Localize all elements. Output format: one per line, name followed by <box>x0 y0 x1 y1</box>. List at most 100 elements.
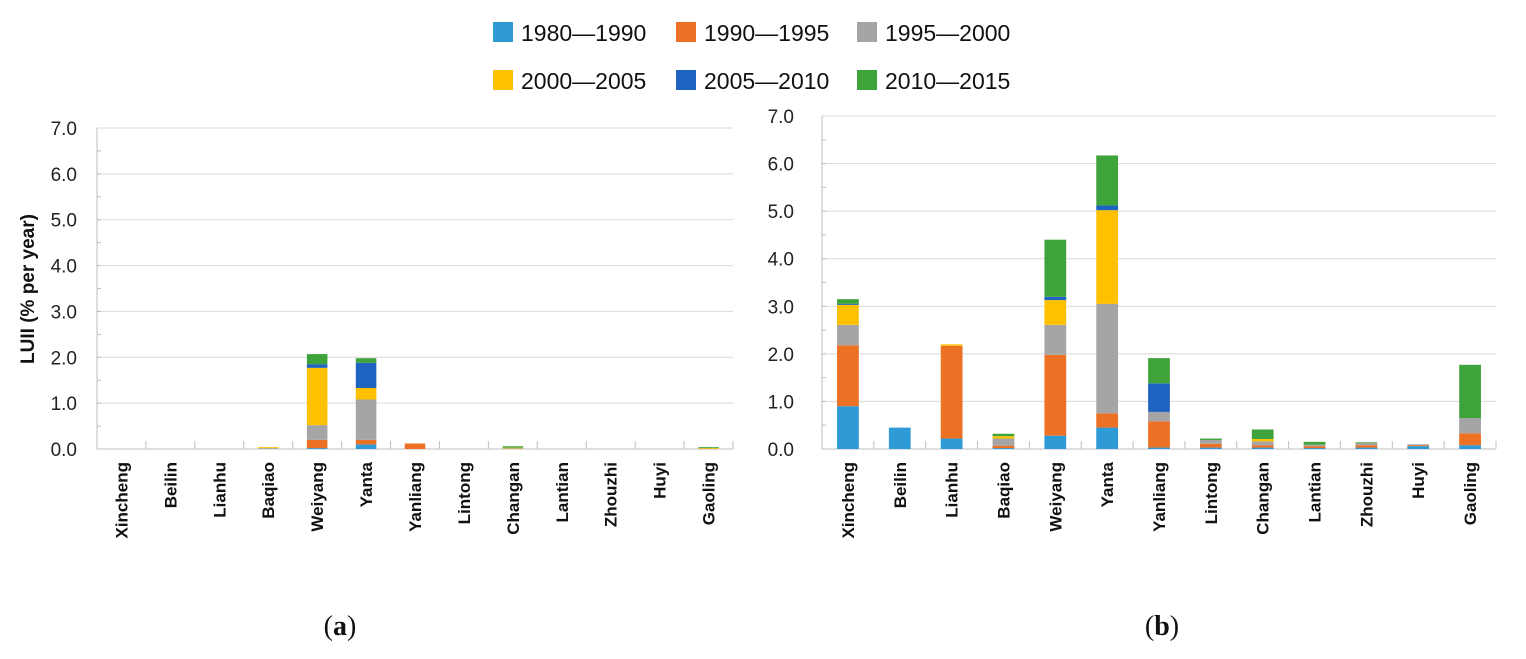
bar-b-baqiao-2000-2005 <box>992 436 1015 439</box>
panel-caption-a: (a) <box>324 611 357 642</box>
bar-b-xincheng-1995-2000 <box>837 324 859 346</box>
bar-b-weiyang-1995-2000 <box>1044 324 1067 355</box>
x-tick-label-b-beilin: Beilin <box>891 462 910 508</box>
bar-b-yanta-2000-2005 <box>1096 210 1119 304</box>
bar-b-baqiao-2010-2015 <box>992 433 1015 437</box>
bar-a-yanta-1990-1995 <box>355 439 377 445</box>
bar-b-yanliang-2005-2010 <box>1148 383 1170 412</box>
bar-b-gaoling-1980-1990 <box>1459 445 1481 449</box>
legend-item-2005-2010[interactable]: 2005—2010 <box>676 68 829 94</box>
y-tick-label-b-7: 7.0 <box>768 107 794 128</box>
bar-b-yanta-1995-2000 <box>1096 303 1119 414</box>
bar-a-baqiao-2000-2005 <box>257 447 279 449</box>
bar-b-weiyang-2000-2005 <box>1044 300 1067 325</box>
y-tick-label-b-2: 2.0 <box>768 345 794 366</box>
x-tick-label-a-lianhu: Lianhu <box>210 462 229 518</box>
y-tick-label-b-0: 0.0 <box>768 440 794 461</box>
legend-label-1990-1995: 1990—1995 <box>704 20 829 46</box>
bar-b-lintong-1990-1995 <box>1199 443 1222 448</box>
bar-a-changan-2000-2005 <box>502 447 524 449</box>
bar-a-weiyang-2005-2010 <box>306 364 328 368</box>
bar-b-changan-2010-2015 <box>1251 429 1274 440</box>
x-tick-label-b-weiyang: Weiyang <box>1046 462 1065 532</box>
bar-b-lianhu-1980-1990 <box>940 438 963 449</box>
bar-a-yanta-2005-2010 <box>355 362 377 389</box>
bar-b-yanta-2005-2010 <box>1096 205 1119 211</box>
y-tick-label-b-6: 6.0 <box>768 155 794 176</box>
chart-panel-b: 0.0 1.0 2.0 3.0 4.0 5.0 6.0 7.0 Xincheng Beilin Li… <box>768 107 1497 539</box>
x-tick-label-a-changan: Changan <box>504 462 523 535</box>
bar-b-lianhu-1990-1995 <box>940 345 963 439</box>
x-tick-label-a-xincheng: Xincheng <box>112 462 131 539</box>
bar-b-changan-1995-2000 <box>1251 441 1274 446</box>
x-tick-label-b-lintong: Lintong <box>1202 462 1221 524</box>
legend-item-1980-1990[interactable]: 1980—1990 <box>493 20 646 46</box>
legend-item-1990-1995[interactable]: 1990—1995 <box>676 20 829 46</box>
legend-swatch-1995-2000 <box>857 22 877 42</box>
bar-b-beilin-1980-1990 <box>888 427 911 449</box>
x-tick-label-b-baqiao: Baqiao <box>994 462 1013 519</box>
bar-b-huyi-1980-1990 <box>1407 446 1430 449</box>
bar-b-zhouzhi-1990-1995 <box>1355 445 1378 448</box>
bar-b-xincheng-2000-2005 <box>837 304 859 325</box>
legend-label-1980-1990: 1980—1990 <box>521 20 646 46</box>
bar-b-changan-1990-1995 <box>1251 445 1274 448</box>
bar-a-weiyang-1980-1990 <box>306 448 328 449</box>
legend-label-2010-2015: 2010—2015 <box>885 68 1010 94</box>
bar-b-yanta-1980-1990 <box>1096 427 1119 449</box>
bar-b-changan-2000-2005 <box>1251 439 1274 442</box>
bar-b-gaoling-1995-2000 <box>1459 418 1481 434</box>
y-tick-label-a-6: 6.0 <box>51 165 77 186</box>
bar-b-lantian-1990-1995 <box>1303 446 1326 449</box>
bar-a-yanta-2000-2005 <box>355 388 377 400</box>
bar-b-lantian-1980-1990 <box>1303 448 1326 449</box>
x-tick-label-a-huyi: Huyi <box>651 462 670 499</box>
bar-b-lintong-1995-2000 <box>1199 439 1222 444</box>
legend-swatch-2000-2005 <box>493 70 513 90</box>
legend-swatch-1980-1990 <box>493 22 513 42</box>
bar-a-baqiao-1995-2000 <box>257 448 279 449</box>
bar-b-lantian-1995-2000 <box>1303 444 1326 447</box>
bar-b-lintong-1980-1990 <box>1199 447 1222 449</box>
panel-caption-b: (b) <box>1145 611 1179 642</box>
bar-b-weiyang-2010-2015 <box>1044 239 1067 297</box>
y-tick-label-a-2: 2.0 <box>51 348 77 369</box>
x-tick-label-b-xincheng: Xincheng <box>839 462 858 539</box>
bar-a-yanta-1995-2000 <box>355 399 377 440</box>
bar-a-changan-1995-2000 <box>502 448 524 449</box>
legend-item-2010-2015[interactable]: 2010—2015 <box>857 68 1010 94</box>
x-tick-label-b-lianhu: Lianhu <box>943 462 962 518</box>
x-tick-label-a-beilin: Beilin <box>161 462 180 508</box>
bar-b-lintong-2010-2015 <box>1199 438 1222 440</box>
x-tick-label-b-zhouzhi: Zhouzhi <box>1357 462 1376 527</box>
bar-b-weiyang-1990-1995 <box>1044 354 1067 436</box>
legend-swatch-1990-1995 <box>676 22 696 42</box>
y-tick-label-b-5: 5.0 <box>768 202 794 223</box>
x-tick-label-a-yanliang: Yanliang <box>406 462 425 532</box>
x-tick-label-b-gaoling: Gaoling <box>1461 462 1480 525</box>
bar-a-gaoling-1995-2000 <box>698 448 719 450</box>
bar-a-gaoling-2010-2015 <box>698 447 719 449</box>
bar-a-weiyang-2010-2015 <box>306 354 328 365</box>
x-tick-label-b-huyi: Huyi <box>1409 462 1428 499</box>
panel-letter-b: b <box>1154 611 1170 642</box>
bar-b-xincheng-1980-1990 <box>837 406 859 449</box>
bar-b-huyi-1990-1995 <box>1407 445 1430 447</box>
bar-b-yanliang-1995-2000 <box>1148 411 1170 422</box>
chart-panel-a: 0.0 1.0 2.0 3.0 4.0 5.0 6.0 7.0 Xincheng Beilin Li… <box>51 119 734 539</box>
legend-label-2005-2010: 2005—2010 <box>704 68 829 94</box>
legend-label-2000-2005: 2000—2005 <box>521 68 646 94</box>
legend-item-2000-2005[interactable]: 2000—2005 <box>493 68 646 94</box>
y-tick-label-a-5: 5.0 <box>51 211 77 232</box>
x-tick-label-b-yanta: Yanta <box>1098 461 1117 507</box>
bar-b-baqiao-1990-1995 <box>992 445 1015 449</box>
bar-b-yanta-1990-1995 <box>1096 413 1119 428</box>
x-tick-label-a-weiyang: Weiyang <box>308 462 327 532</box>
legend-item-1995-2000[interactable]: 1995—2000 <box>857 20 1010 46</box>
bar-a-gaoling-2000-2005 <box>698 448 719 449</box>
bar-a-weiyang-2000-2005 <box>306 367 328 426</box>
bar-b-baqiao-1980-1990 <box>992 448 1015 449</box>
bar-b-lianhu-2000-2005 <box>940 344 963 346</box>
x-tick-label-a-lintong: Lintong <box>455 462 474 524</box>
